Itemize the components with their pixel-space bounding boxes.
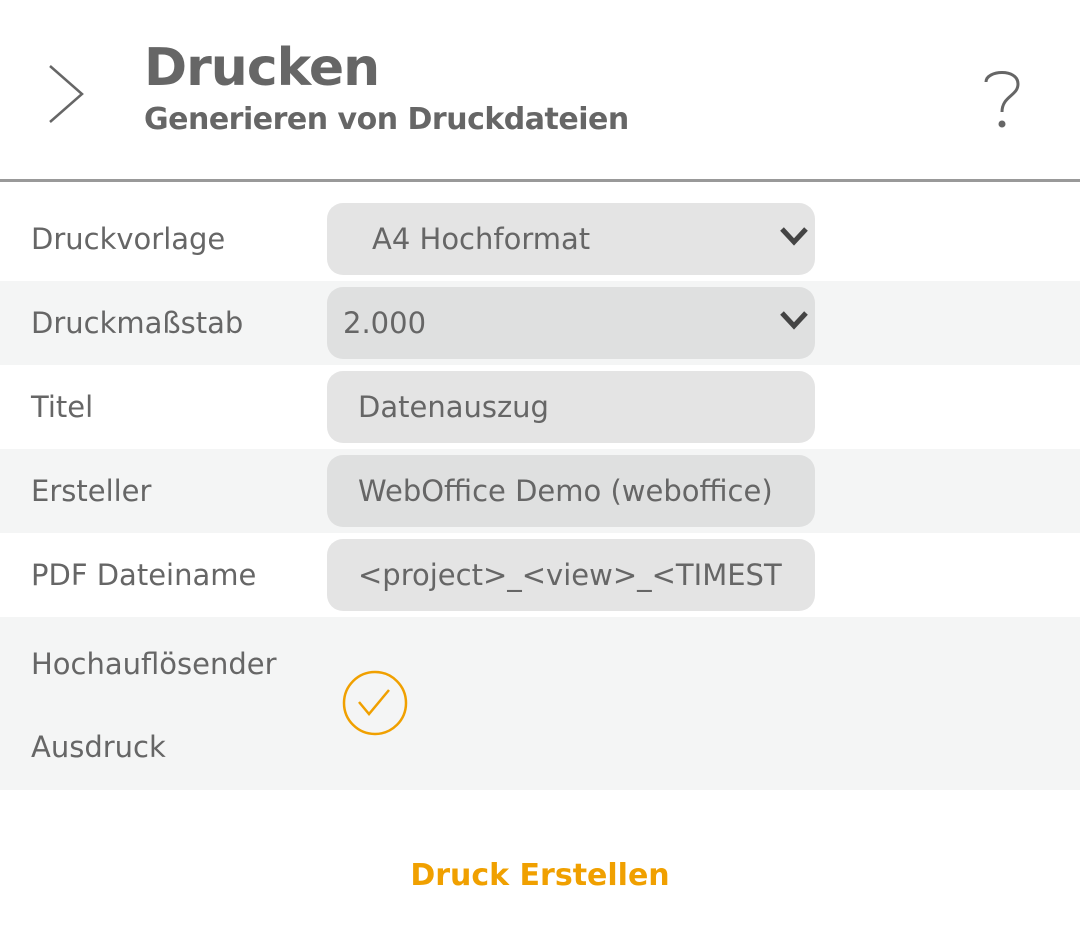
row-ersteller: Ersteller WebOffice Demo (weboffice) bbox=[0, 449, 1080, 533]
chevron-right-icon[interactable] bbox=[44, 62, 88, 126]
row-druckvorlage: Druckvorlage A4 Hochformat bbox=[0, 197, 1080, 281]
hochaufloesend-label-line1: Hochauflösender bbox=[31, 647, 277, 681]
row-druckmassstab: Druckmaßstab 2.000 bbox=[0, 281, 1080, 365]
titel-value: Datenauszug bbox=[358, 390, 549, 424]
row-titel: Titel Datenauszug bbox=[0, 365, 1080, 449]
pdf-dateiname-label: PDF Dateiname bbox=[31, 558, 257, 592]
ersteller-label: Ersteller bbox=[31, 474, 152, 508]
druckvorlage-label: Druckvorlage bbox=[31, 222, 226, 256]
druck-erstellen-button[interactable]: Druck Erstellen bbox=[410, 858, 670, 893]
druckmassstab-value: 2.000 bbox=[343, 306, 427, 340]
pdf-dateiname-value: <project>_<view>_<TIMEST bbox=[358, 558, 782, 592]
panel-header: Drucken Generieren von Druckdateien bbox=[0, 0, 1080, 182]
druckvorlage-select[interactable]: A4 Hochformat bbox=[327, 203, 815, 275]
ersteller-value: WebOffice Demo (weboffice) bbox=[358, 474, 773, 508]
page-title: Drucken bbox=[144, 38, 380, 98]
hochaufloesend-label-line2: Ausdruck bbox=[31, 730, 166, 764]
titel-label: Titel bbox=[31, 390, 94, 424]
chevron-down-icon bbox=[780, 227, 808, 246]
question-mark-icon[interactable] bbox=[982, 66, 1022, 132]
row-pdf-dateiname: PDF Dateiname <project>_<view>_<TIMEST bbox=[0, 533, 1080, 617]
hochaufloesend-checkbox[interactable] bbox=[342, 670, 408, 736]
page-subtitle: Generieren von Druckdateien bbox=[144, 102, 629, 137]
pdf-dateiname-input[interactable]: <project>_<view>_<TIMEST bbox=[327, 539, 815, 611]
titel-input[interactable]: Datenauszug bbox=[327, 371, 815, 443]
ersteller-input[interactable]: WebOffice Demo (weboffice) bbox=[327, 455, 815, 527]
chevron-down-icon bbox=[780, 311, 808, 330]
druckmassstab-label: Druckmaßstab bbox=[31, 306, 244, 340]
druckmassstab-select[interactable]: 2.000 bbox=[327, 287, 815, 359]
druckvorlage-value: A4 Hochformat bbox=[372, 222, 591, 256]
row-hochaufloesend: Hochauflösender Ausdruck bbox=[0, 617, 1080, 790]
